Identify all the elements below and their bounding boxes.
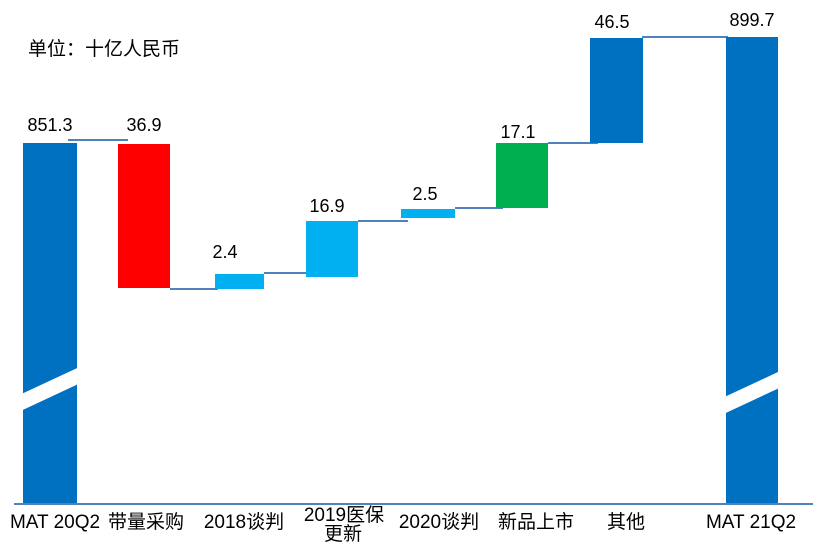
axis-label-2020-negotiation: 2020谈判	[398, 512, 480, 533]
connector-line-5	[455, 207, 503, 209]
axis-label-mat20q2: MAT 20Q2	[9, 512, 101, 533]
bar-mat21q2-total	[726, 37, 778, 504]
connector-line-3	[264, 272, 309, 274]
connector-line-2	[170, 288, 218, 290]
axis-label-other: 其他	[606, 512, 645, 533]
bar-2020-negotiation-increase	[401, 209, 455, 218]
connector-line-1	[68, 139, 128, 141]
bar-mat20q2-total	[23, 143, 77, 504]
value-label-2020-negotiation: 2.5	[412, 184, 438, 204]
axis-label-2018-negotiation: 2018谈判	[203, 512, 285, 533]
axis-label-2019-nrdl-update-line1: 2019医保	[303, 505, 385, 526]
axis-label-mat21q2: MAT 21Q2	[705, 512, 797, 533]
axis-label-volume-based-procurement: 带量采购	[107, 512, 184, 533]
connector-line-7	[642, 36, 728, 38]
value-label-mat21q2: 899.7	[729, 10, 775, 30]
bar-2018-negotiation-increase	[215, 274, 264, 289]
axis-break-stripe	[726, 369, 778, 414]
axis-break-stripe	[23, 366, 77, 411]
value-label-volume-based-procurement: 36.9	[126, 115, 162, 135]
bar-volume-based-procurement-decrease	[118, 144, 170, 288]
unit-label: 单位：十亿人民币	[28, 39, 181, 60]
bar-other-increase	[590, 38, 643, 143]
connector-line-4	[358, 220, 408, 222]
axis-label-2019-nrdl-update-line2: 更新	[323, 524, 362, 545]
value-label-2018-negotiation: 2.4	[212, 242, 238, 262]
value-label-mat20q2: 851.3	[27, 115, 73, 135]
bar-2019-nrdl-update-increase	[306, 221, 358, 277]
value-label-2019-nrdl-update: 16.9	[309, 196, 345, 216]
connector-line-6	[548, 142, 598, 144]
value-label-other: 46.5	[594, 12, 630, 32]
value-label-new-product-launch: 17.1	[500, 122, 536, 142]
x-axis-line	[14, 503, 813, 505]
bar-new-product-launch-increase	[496, 143, 548, 208]
axis-label-new-product-launch: 新品上市	[497, 512, 574, 533]
